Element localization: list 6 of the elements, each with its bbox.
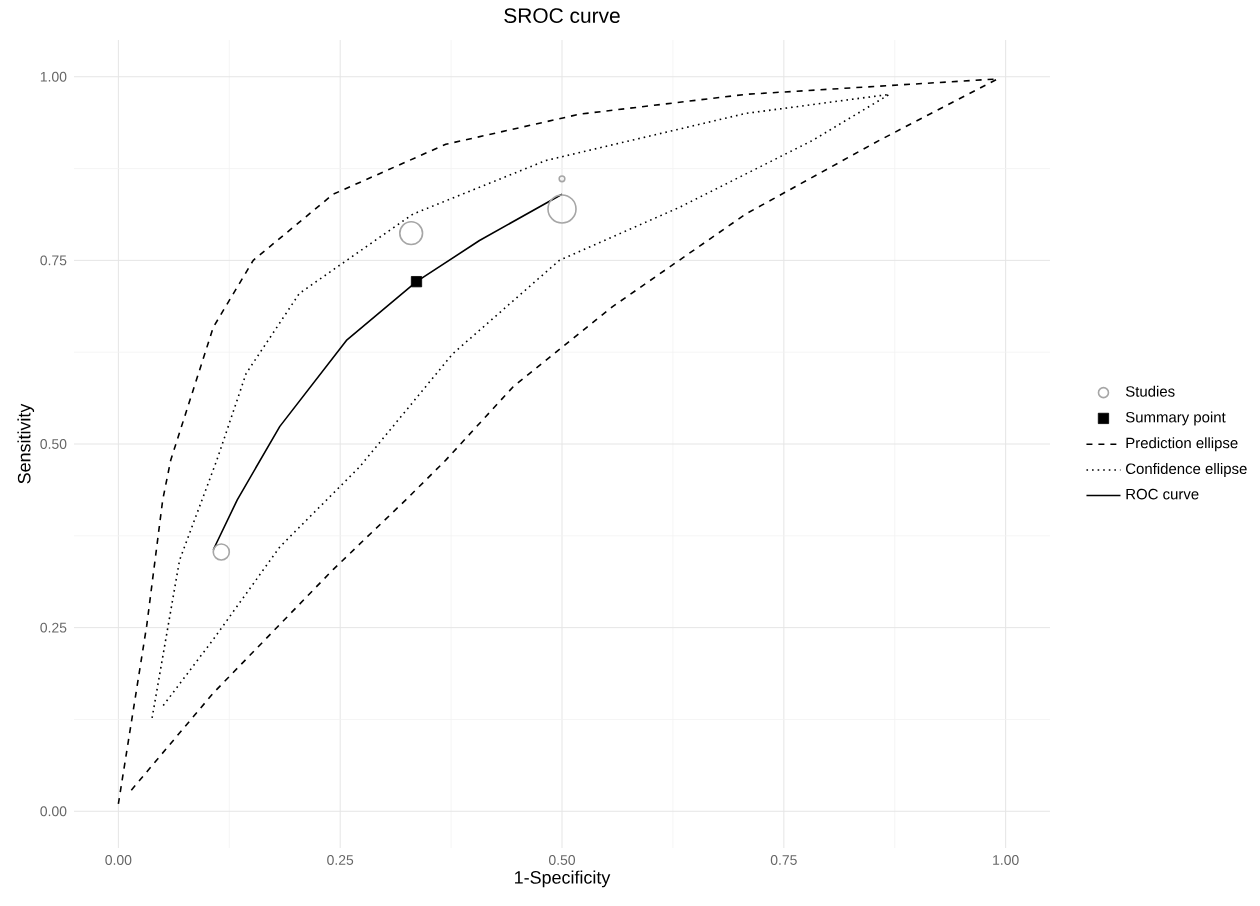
chart-title: SROC curve xyxy=(504,8,620,23)
line-series xyxy=(212,193,563,551)
line-series xyxy=(117,78,999,805)
y-axis-title: Sensitivity xyxy=(17,403,35,484)
x-axis-title: 1-Specificity xyxy=(515,870,611,888)
line-series xyxy=(151,93,891,719)
